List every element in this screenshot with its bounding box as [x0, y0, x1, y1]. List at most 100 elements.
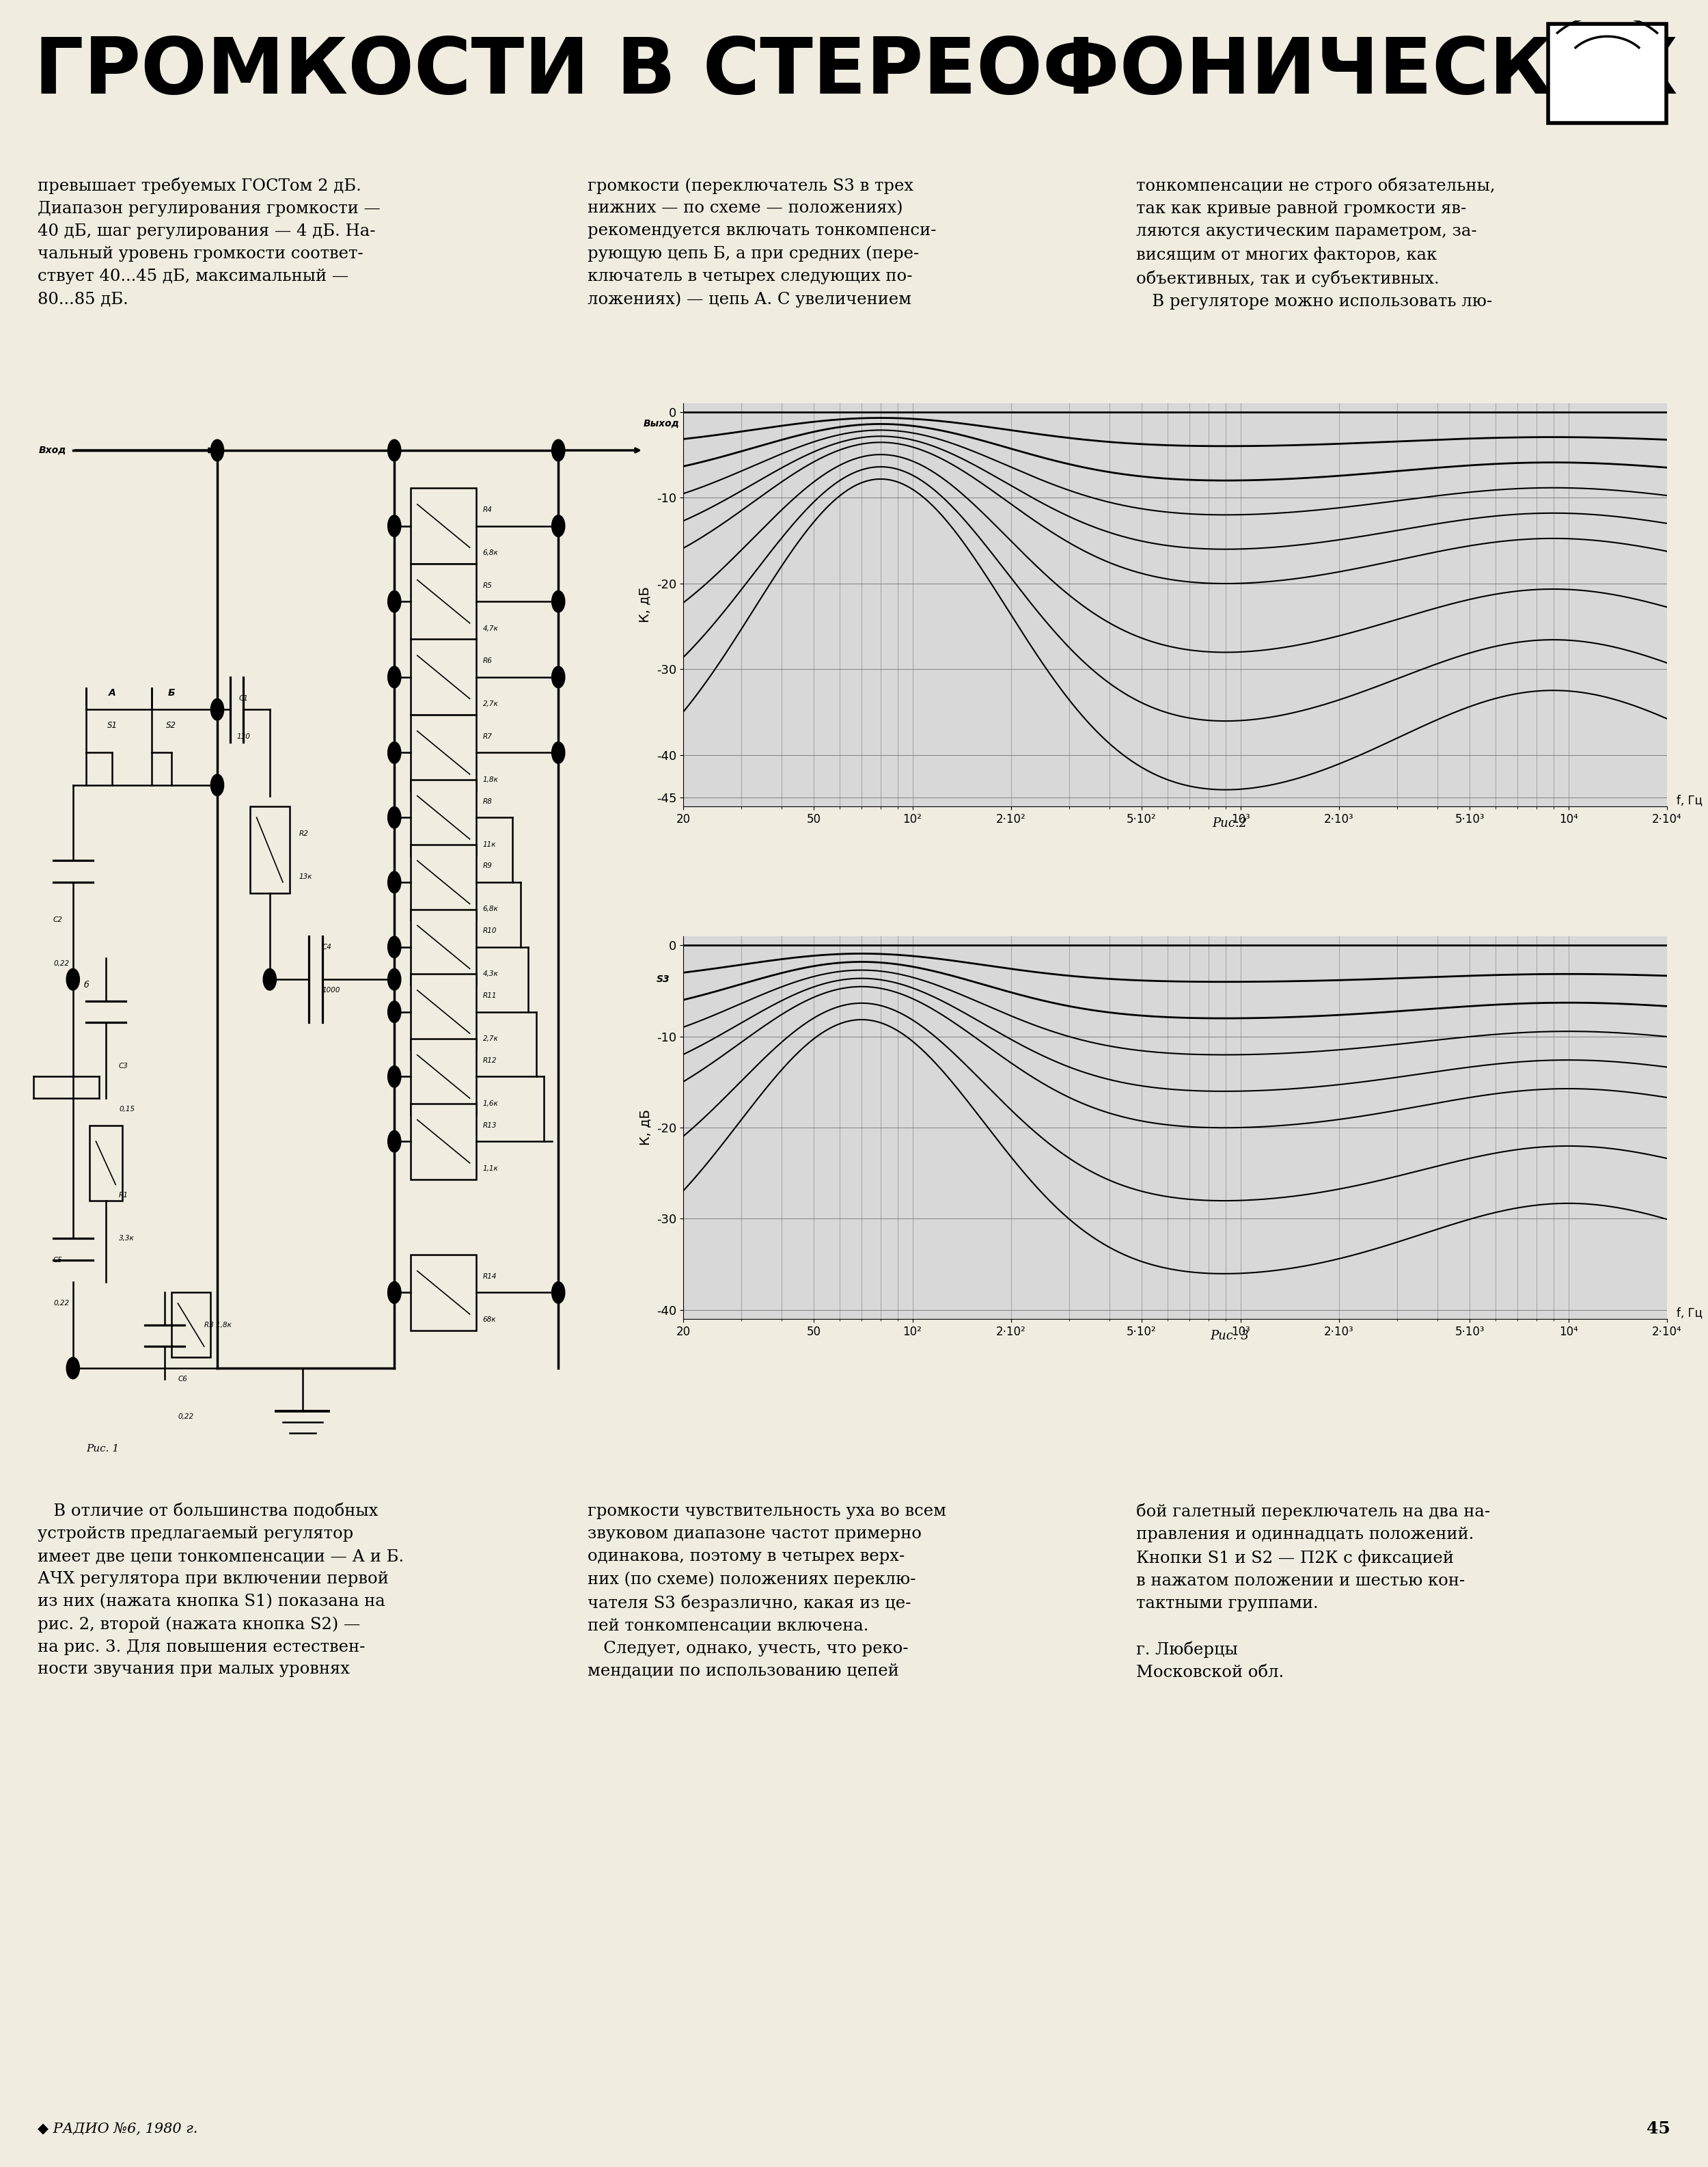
Text: превышает требуемых ГОСТом 2 дБ.
Диапазон регулирования громкости —
40 дБ, шаг р: превышает требуемых ГОСТом 2 дБ. Диапазо…	[38, 178, 381, 308]
Text: R3 1,8к: R3 1,8к	[205, 1322, 231, 1328]
Bar	[410, 910, 477, 984]
Circle shape	[388, 1131, 401, 1153]
Text: Рис.2: Рис.2	[1213, 817, 1247, 830]
Text: 6,8к: 6,8к	[483, 906, 499, 912]
Text: C3: C3	[120, 1062, 128, 1068]
Bar	[410, 845, 477, 921]
Bar	[410, 715, 477, 791]
Text: 0,15: 0,15	[120, 1105, 135, 1112]
Text: Выход: Выход	[644, 418, 680, 429]
Bar	[410, 1103, 477, 1179]
Text: R1: R1	[120, 1192, 128, 1198]
Circle shape	[210, 698, 224, 719]
Text: R14: R14	[483, 1272, 497, 1281]
Circle shape	[552, 665, 565, 687]
Text: Б: Б	[167, 689, 174, 698]
Bar	[171, 1292, 210, 1357]
Text: В отличие от большинства подобных
устройств предлагаемый регулятор
имеет две цеп: В отличие от большинства подобных устрой…	[38, 1504, 403, 1677]
Text: 2,7к: 2,7к	[483, 700, 499, 706]
Circle shape	[388, 871, 401, 893]
Circle shape	[552, 592, 565, 613]
Circle shape	[388, 741, 401, 763]
Text: 1000: 1000	[323, 986, 340, 995]
Text: 45: 45	[1647, 2121, 1670, 2137]
Text: C2: C2	[53, 917, 63, 923]
Text: 130: 130	[237, 732, 251, 739]
Text: C4: C4	[323, 943, 331, 951]
Text: R2: R2	[299, 830, 309, 836]
Bar	[249, 806, 289, 893]
Circle shape	[388, 1001, 401, 1023]
Text: А: А	[109, 689, 116, 698]
Text: R12: R12	[483, 1057, 497, 1064]
Bar	[410, 563, 477, 639]
Text: 1,8к: 1,8к	[483, 776, 499, 782]
Bar	[89, 1125, 123, 1201]
Text: Вход: Вход	[39, 446, 67, 455]
Bar	[410, 1038, 477, 1114]
Text: Рис. 1: Рис. 1	[85, 1445, 120, 1454]
Text: б: б	[84, 979, 89, 990]
Text: f, Гц: f, Гц	[1677, 793, 1703, 806]
Circle shape	[210, 774, 224, 795]
Bar	[410, 1255, 477, 1331]
Circle shape	[552, 741, 565, 763]
Circle shape	[388, 1281, 401, 1302]
Text: 1,6к: 1,6к	[483, 1101, 499, 1107]
Text: R7: R7	[483, 732, 492, 739]
Text: 13к: 13к	[299, 873, 313, 880]
Text: C5: C5	[53, 1257, 63, 1263]
Text: 3,3к: 3,3к	[120, 1235, 135, 1242]
Text: S2: S2	[166, 722, 176, 730]
Text: 0,22: 0,22	[178, 1413, 193, 1419]
Circle shape	[388, 969, 401, 990]
Text: S1: S1	[108, 722, 118, 730]
Circle shape	[263, 969, 277, 990]
Text: R4: R4	[483, 507, 492, 514]
Text: R10: R10	[483, 927, 497, 934]
Text: C6: C6	[178, 1376, 188, 1383]
Text: C1: C1	[239, 696, 248, 702]
Text: 4,3к: 4,3к	[483, 971, 499, 977]
Circle shape	[388, 1281, 401, 1302]
Circle shape	[552, 440, 565, 462]
Circle shape	[210, 440, 224, 462]
Circle shape	[552, 516, 565, 537]
Text: 2,7к: 2,7к	[483, 1036, 499, 1042]
Circle shape	[388, 440, 401, 462]
Bar	[410, 488, 477, 563]
Text: Рис. 3: Рис. 3	[1211, 1331, 1249, 1341]
Text: S3: S3	[656, 975, 670, 984]
Text: R8: R8	[483, 797, 492, 804]
Text: R9: R9	[483, 862, 492, 869]
Bar	[410, 639, 477, 715]
Bar	[410, 973, 477, 1049]
Text: f, Гц: f, Гц	[1677, 1307, 1703, 1320]
Circle shape	[388, 1066, 401, 1088]
Text: R13: R13	[483, 1123, 497, 1129]
Y-axis label: К, дБ: К, дБ	[639, 1110, 652, 1146]
Text: 0,22: 0,22	[53, 1300, 68, 1307]
Circle shape	[552, 1281, 565, 1302]
Circle shape	[388, 936, 401, 958]
Circle shape	[67, 1357, 80, 1378]
Text: 0,22: 0,22	[53, 960, 68, 966]
Text: 11к: 11к	[483, 841, 497, 847]
Text: ГРОМКОСТИ В СТЕРЕОФОНИЧЕСКИХ  УСИЛИТЕЛЯХ: ГРОМКОСТИ В СТЕРЕОФОНИЧЕСКИХ УСИЛИТЕЛЯХ	[34, 35, 1708, 111]
Text: громкости (переключатель S3 в трех
нижних — по схеме — положениях)
рекомендуется: громкости (переключатель S3 в трех нижни…	[588, 178, 936, 308]
Text: ◆ РАДИО №6, 1980 г.: ◆ РАДИО №6, 1980 г.	[38, 2121, 198, 2134]
Text: 1,1к: 1,1к	[483, 1166, 499, 1172]
Circle shape	[388, 592, 401, 613]
Circle shape	[388, 516, 401, 537]
Y-axis label: К, дБ: К, дБ	[639, 587, 652, 622]
Circle shape	[388, 806, 401, 828]
Circle shape	[67, 969, 80, 990]
Text: 68к: 68к	[483, 1315, 497, 1324]
Text: громкости чувствительность уха во всем
звуковом диапазоне частот примерно
одинак: громкости чувствительность уха во всем з…	[588, 1504, 946, 1679]
Text: бой галетный переключатель на два на-
правления и одиннадцать положений.
Кнопки : бой галетный переключатель на два на- пр…	[1136, 1504, 1491, 1679]
Bar	[410, 780, 477, 856]
Text: R5: R5	[483, 583, 492, 589]
Text: R6: R6	[483, 657, 492, 665]
Text: 4,7к: 4,7к	[483, 624, 499, 633]
Text: тонкомпенсации не строго обязательны,
так как кривые равной громкости яв-
ляются: тонкомпенсации не строго обязательны, та…	[1136, 178, 1496, 310]
